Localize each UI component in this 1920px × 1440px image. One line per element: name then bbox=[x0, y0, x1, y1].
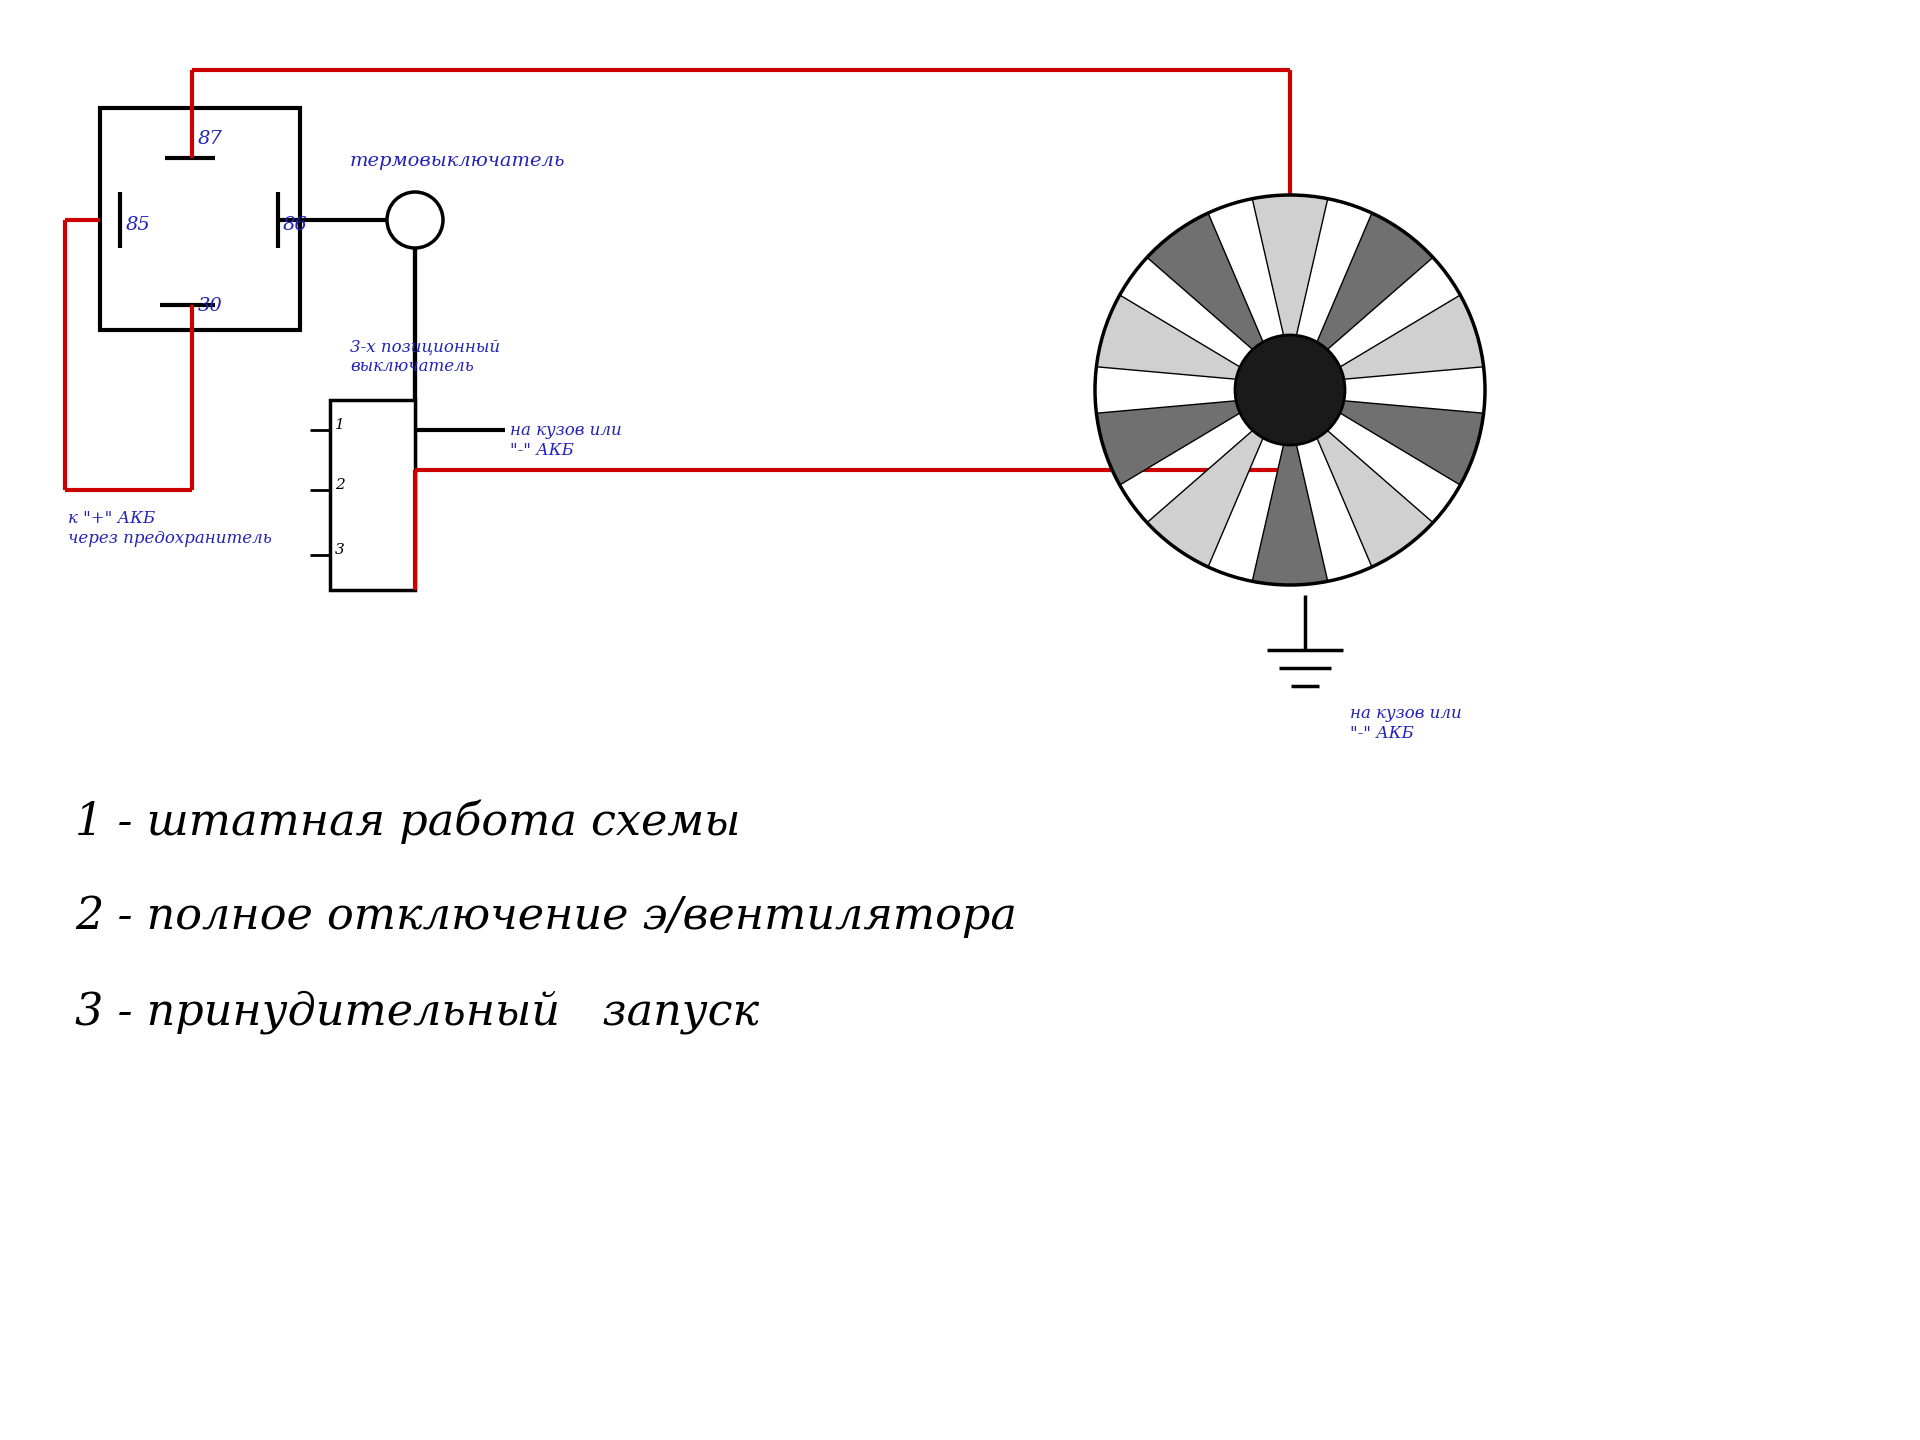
Polygon shape bbox=[1252, 445, 1329, 585]
Bar bbox=[330, 400, 415, 590]
Polygon shape bbox=[1096, 400, 1240, 485]
Polygon shape bbox=[1146, 213, 1263, 350]
Bar bbox=[100, 108, 300, 330]
Text: 1: 1 bbox=[334, 418, 346, 432]
Text: 3 - принудительный   запуск: 3 - принудительный запуск bbox=[75, 991, 758, 1034]
Text: 2: 2 bbox=[334, 478, 346, 492]
Text: 85: 85 bbox=[127, 216, 152, 233]
Polygon shape bbox=[1340, 400, 1484, 485]
Text: 3: 3 bbox=[334, 543, 346, 557]
Polygon shape bbox=[1317, 213, 1432, 350]
Text: 2 - полное отключение э/вентилятора: 2 - полное отключение э/вентилятора bbox=[75, 896, 1018, 939]
Polygon shape bbox=[1340, 295, 1484, 379]
Text: 3-х позиционный
выключатель: 3-х позиционный выключатель bbox=[349, 338, 499, 374]
Text: на кузов или
"-" АКБ: на кузов или "-" АКБ bbox=[511, 422, 622, 458]
Text: на кузов или
"-" АКБ: на кузов или "-" АКБ bbox=[1350, 706, 1461, 742]
Text: 87: 87 bbox=[198, 130, 223, 148]
Text: 86: 86 bbox=[282, 216, 307, 233]
Text: термовыключатель: термовыключатель bbox=[349, 153, 566, 170]
Circle shape bbox=[1094, 194, 1484, 585]
Circle shape bbox=[1235, 336, 1346, 445]
Polygon shape bbox=[1146, 431, 1263, 567]
Polygon shape bbox=[1317, 431, 1432, 567]
Circle shape bbox=[388, 192, 444, 248]
Polygon shape bbox=[1096, 295, 1240, 379]
Text: 30: 30 bbox=[198, 297, 223, 315]
Polygon shape bbox=[1252, 194, 1329, 336]
Text: к "+" АКБ
через предохранитель: к "+" АКБ через предохранитель bbox=[67, 510, 273, 547]
Text: 1 - штатная работа схемы: 1 - штатная работа схемы bbox=[75, 801, 741, 844]
